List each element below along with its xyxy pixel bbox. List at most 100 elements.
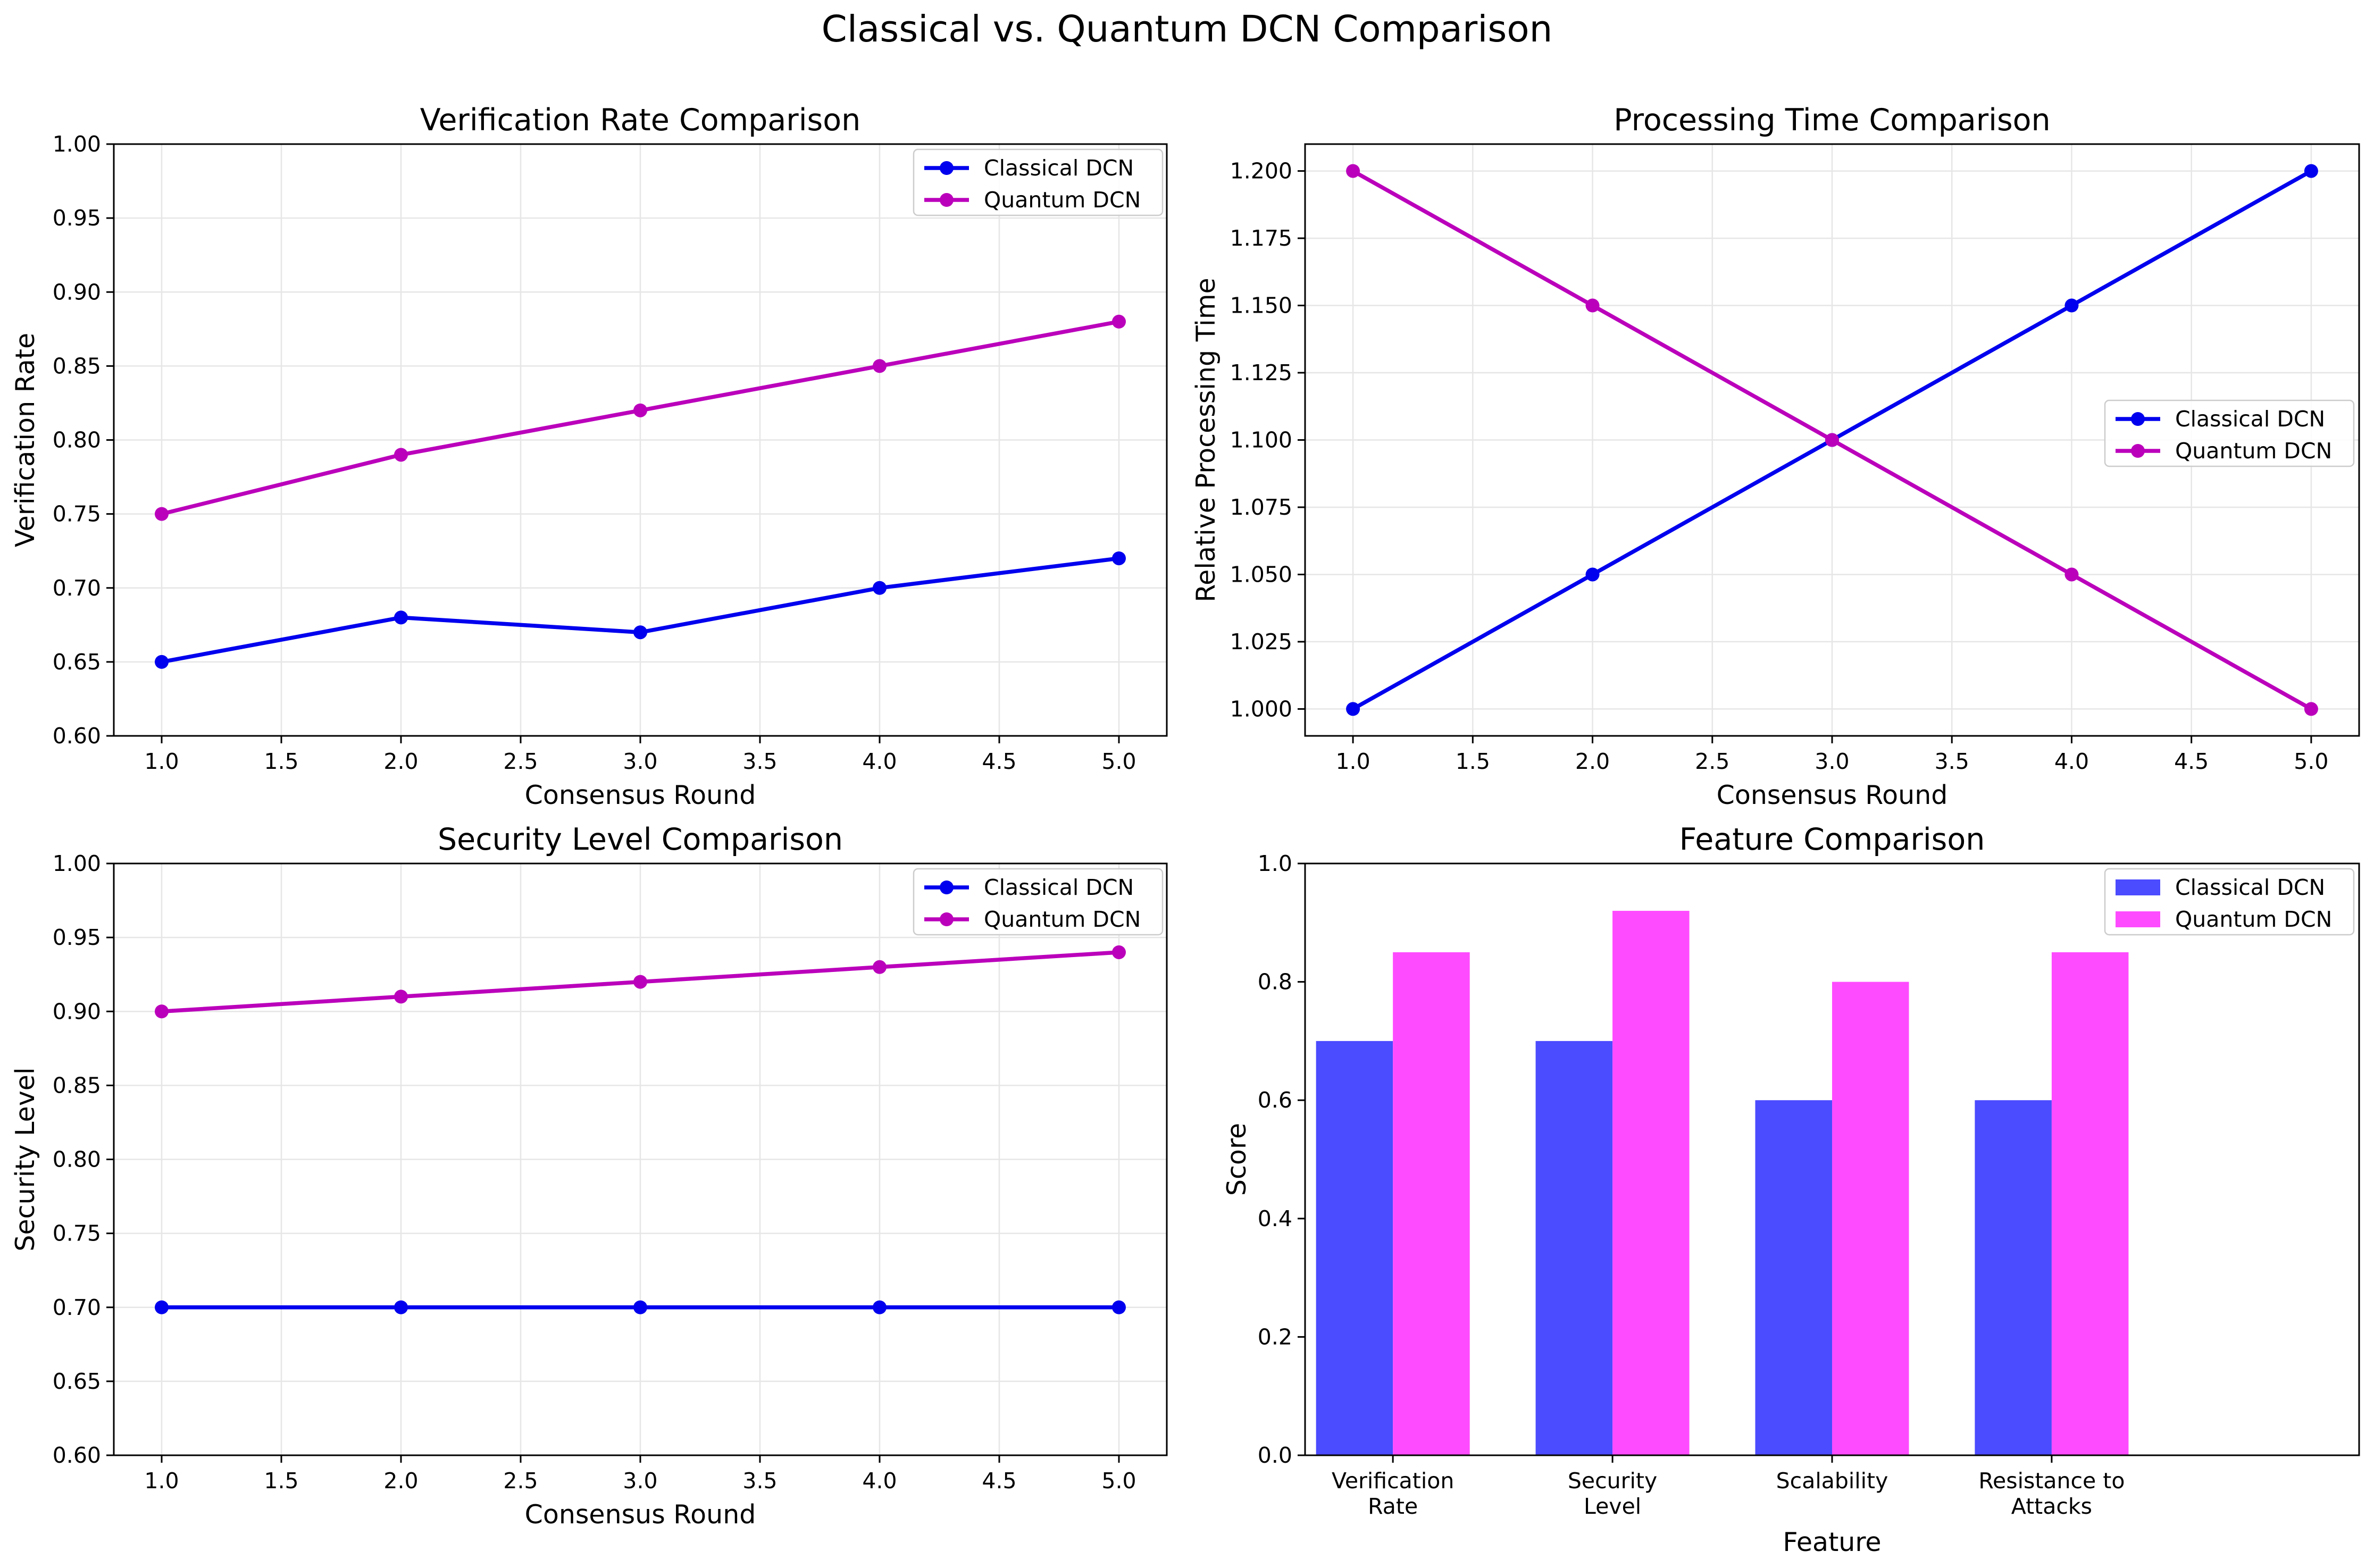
classical-dcn-data-point: [2064, 298, 2079, 313]
quantum-dcn-data-point: [1346, 164, 1360, 178]
quantum-dcn-data-point: [2304, 702, 2318, 716]
y-tick-label: 0.90: [53, 999, 101, 1024]
panel-3-security-level-comparison: 0.60 0.65 0.70 0.75 0.80 0.85 0.90 0.95 1.00 1.0 1…: [10, 822, 1168, 1530]
legend-label: Quantum DCN: [984, 187, 1141, 213]
y-tick-label: 0.6: [1258, 1087, 1292, 1113]
classical-dcn-data-point: [873, 1300, 887, 1314]
y-tick-label: 0.70: [53, 575, 101, 601]
y-tick-label: 0.8: [1258, 969, 1292, 995]
y-tick-label: 0.90: [53, 279, 101, 305]
legend-label: Quantum DCN: [984, 907, 1141, 932]
classical-dcn-bar: [1975, 1100, 2052, 1455]
x-axis-label: Consensus Round: [1717, 780, 1948, 810]
y-tick-label: 0.95: [53, 925, 101, 950]
y-tick-label: 1.125: [1230, 360, 1292, 385]
y-tick-label: 0.65: [53, 649, 101, 675]
y-tick-label: 0.75: [53, 501, 101, 527]
x-tick-label: 3.0: [1815, 749, 1849, 774]
x-tick-label: 4.0: [2054, 749, 2089, 774]
y-tick-label: 0.70: [53, 1295, 101, 1320]
legend: Classical DCN Quantum DCN: [2104, 868, 2355, 936]
classical-dcn-data-point: [1112, 1300, 1126, 1314]
x-tick-label: Scalability: [1776, 1468, 1888, 1494]
y-tick-label: 0.85: [53, 1072, 101, 1098]
quantum-dcn-data-point: [633, 975, 647, 989]
axes-frame: [1304, 862, 2360, 1456]
legend-marker: [940, 193, 954, 207]
panel-1-verification-rate-comparison: 0.60 0.65 0.70 0.75 0.80 0.85 0.90 0.95 1.00 1.0 1…: [10, 103, 1168, 810]
x-tick-label: 1.5: [1456, 749, 1490, 774]
legend-label: Classical DCN: [984, 155, 1134, 181]
legend-marker: [940, 912, 954, 926]
y-tick-label: 0.95: [53, 205, 101, 231]
y-tick-label: 0.75: [53, 1221, 101, 1246]
x-tick-label: 4.5: [2174, 749, 2209, 774]
legend-marker: [2131, 444, 2145, 458]
quantum-dcn-data-point: [394, 448, 408, 462]
panel-title: Feature Comparison: [1679, 822, 1985, 857]
y-axis-label: Verification Rate: [10, 333, 40, 547]
legend-box: [913, 148, 1164, 216]
x-tick-label: 3.5: [742, 1468, 777, 1494]
classical-dcn-data-point: [1112, 551, 1126, 566]
x-tick-label: 2.0: [383, 749, 418, 774]
quantum-dcn-data-point: [1112, 945, 1126, 959]
y-tick-label: 0.60: [53, 1443, 101, 1468]
y-tick-label: 1.150: [1230, 293, 1292, 318]
x-tick-label: 3.5: [1935, 749, 1969, 774]
legend-box: [2104, 399, 2355, 467]
x-tick-label: 1.0: [144, 1468, 179, 1494]
classical-dcn-data-point: [1585, 567, 1600, 582]
classical-dcn-bar: [1535, 1041, 1613, 1455]
x-tick-label: 4.5: [982, 749, 1016, 774]
y-tick-label: 1.100: [1230, 427, 1292, 453]
panel-title: Security Level Comparison: [438, 822, 843, 857]
panel-title: Processing Time Comparison: [1614, 103, 2050, 138]
x-tick-label: 2.0: [383, 1468, 418, 1494]
x-tick-label: 5.0: [1101, 1468, 1136, 1494]
y-tick-label: 0.80: [53, 427, 101, 453]
y-tick-label: 1.00: [53, 851, 101, 876]
y-tick-label: 1.025: [1230, 629, 1292, 655]
y-tick-label: 0.0: [1258, 1443, 1292, 1468]
x-tick-label: 1.0: [1335, 749, 1370, 774]
y-tick-label: 1.200: [1230, 158, 1292, 184]
y-tick-label: 1.075: [1230, 494, 1292, 520]
classical-dcn-data-point: [633, 625, 647, 640]
panel-2-processing-time-comparison: 1.000 1.025 1.050 1.075 1.100 1.125 1.150 1.175…: [1191, 103, 2360, 810]
y-axis-label: Score: [1222, 1123, 1252, 1196]
axes-frame: [113, 143, 1168, 737]
x-tick-label: 3.0: [623, 749, 657, 774]
y-tick-label: 0.4: [1258, 1206, 1292, 1231]
y-tick-label: 1.00: [53, 131, 101, 157]
legend-label: Classical DCN: [984, 875, 1134, 900]
quantum-dcn-data-point: [873, 960, 887, 974]
x-axis-label: Consensus Round: [525, 780, 756, 810]
quantum-dcn-bar: [2051, 952, 2129, 1455]
x-tick-label: 2.5: [1695, 749, 1729, 774]
classical-dcn-data-point: [1346, 702, 1360, 716]
quantum-dcn-data-point: [1585, 298, 1600, 313]
y-tick-label: 1.050: [1230, 561, 1292, 587]
x-tick-label: Verification Rate: [1332, 1468, 1454, 1519]
x-tick-label: 1.5: [264, 1468, 298, 1494]
legend-marker: [940, 881, 954, 894]
x-tick-label: 3.5: [742, 749, 777, 774]
panel-4-feature-comparison: 0.0 0.2 0.4 0.6 0.8 1.0 Verification Rate Securi…: [1222, 822, 2360, 1557]
x-tick-label: 1.0: [144, 749, 179, 774]
quantum-dcn-data-point: [2064, 567, 2079, 582]
quantum-dcn-bar: [1393, 952, 1470, 1455]
y-tick-label: 1.0: [1258, 851, 1292, 876]
quantum-dcn-data-point: [873, 359, 887, 373]
y-tick-label: 0.2: [1258, 1324, 1292, 1349]
classical-dcn-bar: [1755, 1100, 1832, 1455]
y-tick-label: 1.175: [1230, 225, 1292, 251]
quantum-dcn-data-point: [394, 990, 408, 1004]
classical-dcn-data-point: [633, 1300, 647, 1314]
axes-frame: [1304, 143, 2360, 737]
legend-label: Quantum DCN: [2175, 907, 2332, 932]
quantum-dcn-data-point: [155, 1004, 169, 1019]
legend-marker: [940, 161, 954, 175]
y-tick-label: 0.60: [53, 723, 101, 749]
legend-swatch: [2116, 879, 2160, 895]
